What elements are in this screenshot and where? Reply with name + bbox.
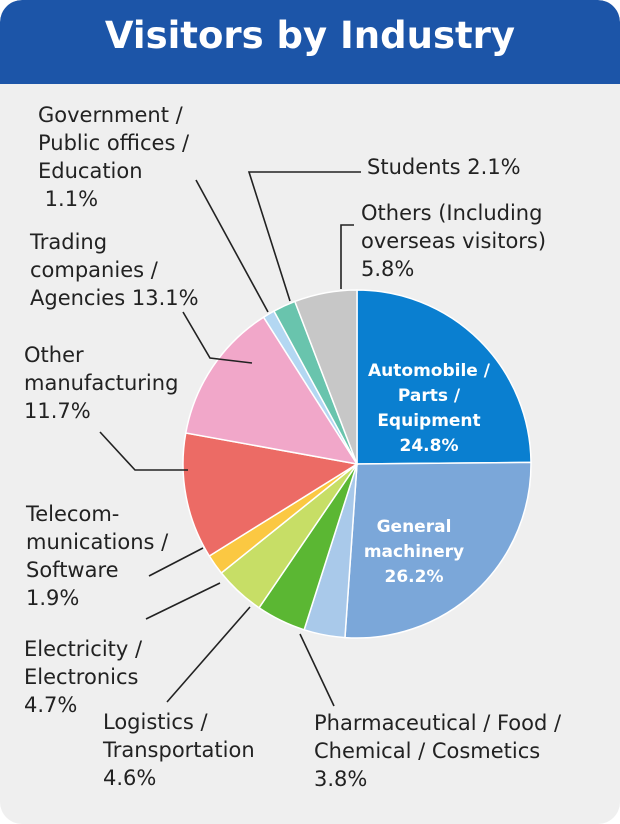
pie-slice-0 <box>356 289 532 465</box>
pie-slice-6 <box>182 432 360 558</box>
pie-slice-7 <box>184 316 359 466</box>
slice-label-8: Government / Public offices / Education 1.… <box>38 103 190 211</box>
slice-label-2: Pharmaceutical / Food / Chemical / Cosmet… <box>314 711 562 791</box>
slice-label-7: Trading companies / Agencies 13.1% <box>29 230 199 310</box>
leader-line-4 <box>145 582 221 620</box>
leader-line-7 <box>182 311 253 364</box>
pie-slice-10 <box>293 289 358 465</box>
slice-label-1: General machinery 26.2% <box>364 517 464 587</box>
leader-line-10 <box>340 224 354 289</box>
leader-line-9 <box>247 171 361 302</box>
leader-line-6 <box>99 431 188 471</box>
leader-line-3 <box>166 606 251 703</box>
pie-slice-1 <box>344 461 532 639</box>
chart-header: Visitors by Industry <box>0 0 620 84</box>
leader-line-5 <box>148 547 204 577</box>
slice-label-10: Others (Including overseas visitors) 5.8% <box>361 201 546 281</box>
slice-label-0: Automobile / Parts / Equipment 24.8% <box>368 361 491 456</box>
slice-label-4: Electricity / Electronics 4.7% <box>24 637 143 717</box>
slice-label-9: Students 2.1% <box>367 155 521 179</box>
slice-label-6: Other manufacturing 11.7% <box>24 343 178 423</box>
leader-line-2 <box>299 633 335 707</box>
slice-label-5: Telecom-munications / Software 1.9% <box>25 502 169 610</box>
chart-title: Visitors by Industry <box>104 14 516 57</box>
slice-label-3: Logistics / Transportation 4.6% <box>102 710 255 790</box>
leader-line-8 <box>195 179 269 313</box>
